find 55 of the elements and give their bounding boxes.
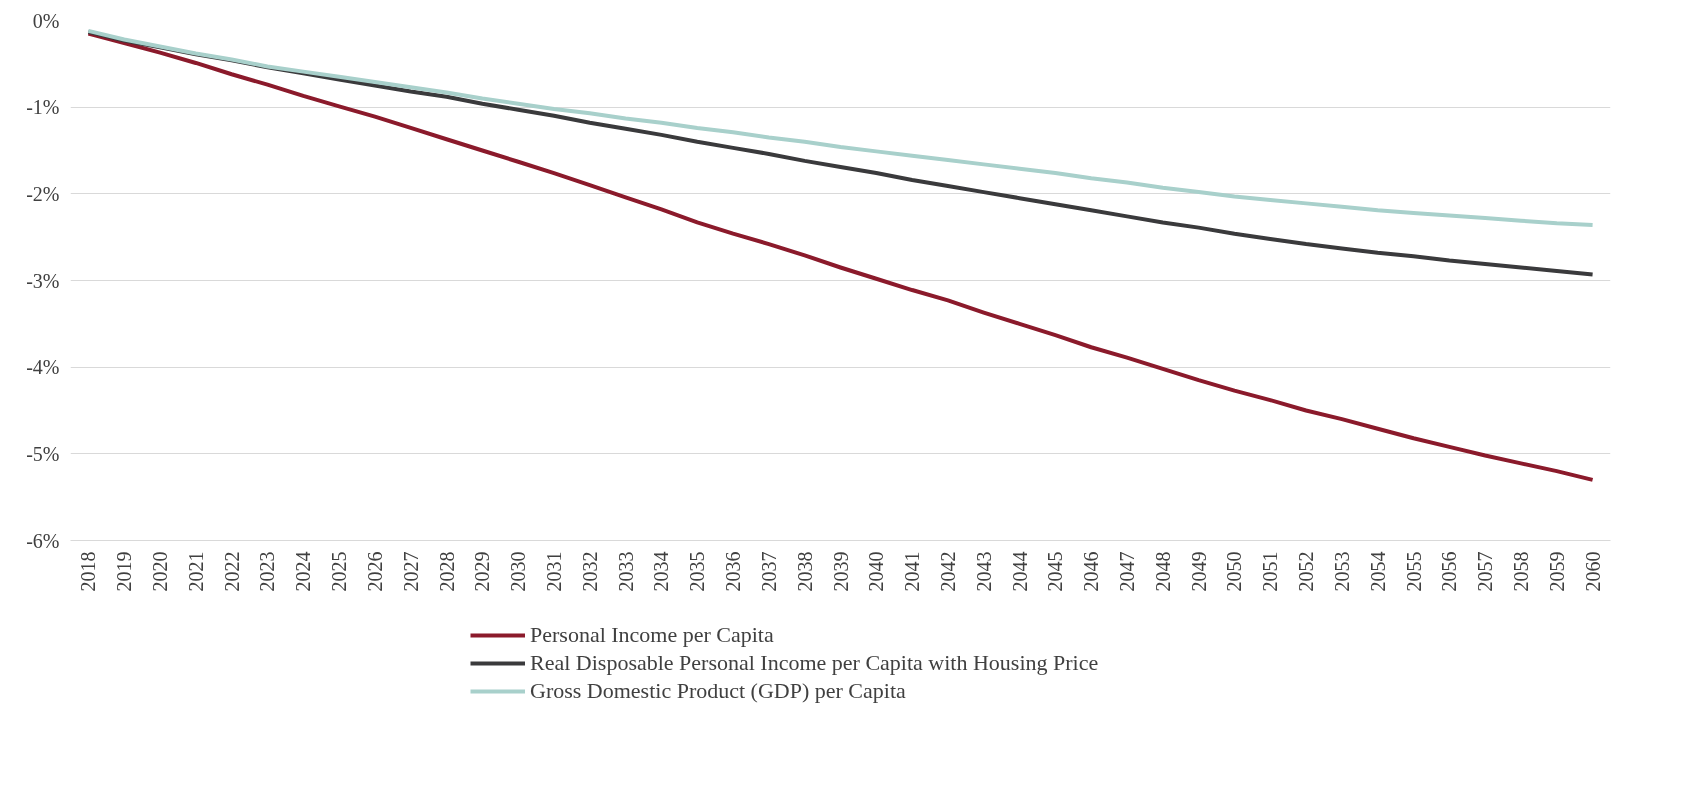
x-tick-label: 2037 [757, 551, 780, 592]
x-tick-label: 2038 [793, 551, 816, 592]
x-tick-label: 2041 [901, 551, 924, 592]
x-tick-label: 2045 [1044, 551, 1067, 592]
x-tick-label: 2050 [1223, 551, 1246, 592]
x-tick-label: 2040 [865, 551, 888, 592]
x-tick-label: 2035 [686, 551, 709, 592]
x-tick-label: 2046 [1080, 551, 1103, 592]
x-tick-label: 2019 [113, 551, 136, 592]
x-tick-label: 2059 [1545, 551, 1568, 592]
x-tick-label: 2060 [1581, 551, 1604, 592]
y-tick-label: -4% [26, 356, 60, 379]
y-tick-label: -2% [26, 182, 60, 205]
x-tick-label: 2030 [507, 551, 530, 592]
x-tick-label: 2036 [722, 551, 745, 592]
x-tick-label: 2033 [614, 551, 637, 592]
x-tick-label: 2026 [363, 551, 386, 592]
x-tick-label: 2039 [829, 551, 852, 592]
x-tick-label: 2049 [1187, 551, 1210, 592]
x-tick-label: 2044 [1008, 551, 1031, 592]
x-tick-label: 2024 [292, 551, 315, 592]
y-tick-label: -3% [26, 269, 60, 292]
x-tick-label: 2042 [936, 551, 959, 592]
legend-label: Real Disposable Personal Income per Capita with Housing Price [530, 650, 1099, 676]
x-tick-label: 2018 [77, 551, 100, 592]
x-tick-label: 2031 [542, 551, 565, 592]
x-tick-label: 2023 [256, 551, 279, 592]
x-tick-label: 2051 [1259, 551, 1282, 592]
x-tick-label: 2056 [1438, 551, 1461, 592]
y-tick-label: -5% [26, 442, 60, 465]
x-tick-label: 2020 [149, 551, 172, 592]
x-tick-label: 2048 [1151, 551, 1174, 592]
legend-label: Personal Income per Capita [530, 622, 774, 648]
x-tick-label: 2052 [1295, 551, 1318, 592]
x-tick-label: 2055 [1402, 551, 1425, 592]
y-tick-label: -1% [26, 96, 60, 119]
x-tick-label: 2029 [471, 551, 494, 592]
x-tick-label: 2028 [435, 551, 458, 592]
legend-label: Gross Domestic Product (GDP) per Capita [530, 678, 906, 704]
y-tick-label: 0% [32, 9, 60, 32]
x-tick-label: 2054 [1366, 551, 1389, 592]
x-tick-label: 2027 [399, 551, 422, 592]
x-tick-label: 2057 [1474, 551, 1497, 592]
line-series [86, 28, 1595, 228]
x-tick-label: 2043 [972, 551, 995, 592]
x-tick-label: 2021 [184, 551, 207, 592]
y-tick-label: -6% [26, 529, 60, 552]
x-tick-label: 2053 [1330, 551, 1353, 592]
x-tick-label: 2025 [328, 551, 351, 592]
x-tick-label: 2032 [578, 551, 601, 592]
x-tick-label: 2034 [650, 551, 673, 592]
line-series [86, 31, 1595, 482]
x-tick-label: 2058 [1509, 551, 1532, 592]
x-tick-label: 2047 [1116, 551, 1139, 592]
x-tick-label: 2022 [220, 551, 243, 592]
